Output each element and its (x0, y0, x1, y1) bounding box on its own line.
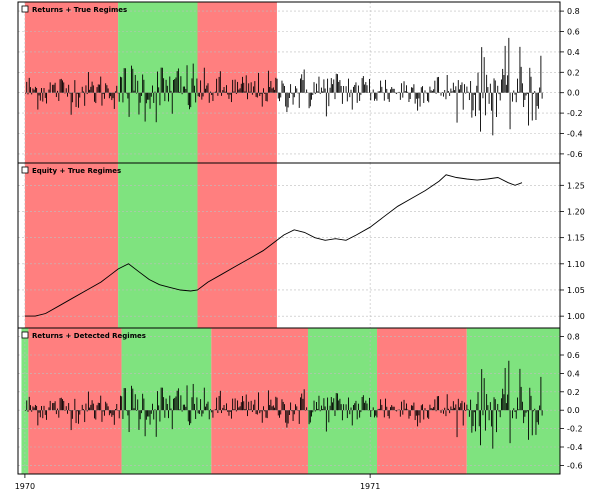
y-tick-label: 1.00 (567, 312, 585, 321)
chart-panels: 0.8 0.6 0.4 0.2 0.0 -0.2 -0.4 -0.6 Returns + Tru… (17, 1, 585, 475)
legend-label: Returns + Detected Regimes (32, 332, 146, 340)
regime-band (197, 163, 277, 328)
y-tick-label: 1.25 (567, 181, 585, 190)
regime-band (307, 328, 378, 474)
y-tick-label: -0.4 (567, 130, 583, 139)
y-tick-label: 0.0 (567, 89, 580, 98)
y-tick-label: 0.6 (567, 28, 580, 37)
y-tick-label: -0.2 (567, 109, 583, 118)
legend-marker (21, 166, 29, 174)
panel-1: 0.8 0.6 0.4 0.2 0.0 -0.2 -0.4 -0.6 Returns + Tru… (17, 1, 583, 164)
regime-band (24, 2, 119, 163)
regime-band (118, 163, 198, 328)
regime-band (211, 328, 308, 474)
legend-marker (21, 5, 29, 13)
y-tick-label: 0.4 (567, 48, 580, 57)
legend-label: Equity + True Regimes (32, 167, 121, 175)
x-tick-label: 1971 (360, 482, 380, 491)
equity-line (24, 174, 523, 317)
y-tick-label: 0.2 (567, 388, 580, 397)
y-tick-label: 0.2 (567, 68, 580, 77)
y-tick-label: 0.0 (567, 406, 580, 415)
y-tick-label: 0.8 (567, 7, 580, 16)
y-tick-label: -0.6 (567, 461, 583, 470)
regime-band (24, 163, 119, 328)
x-axis: 1970 1971 (15, 474, 380, 491)
y-tick-label: 0.6 (567, 351, 580, 360)
panel-2: 1.25 1.20 1.15 1.10 1.05 1.00 Equity + True Re… (17, 162, 585, 329)
y-tick-label: -0.2 (567, 425, 583, 434)
y-tick-label: 1.10 (567, 260, 585, 269)
panel-3: 0.8 0.6 0.4 0.2 0.0 -0.2 -0.4 -0.6 Returns + Det… (17, 327, 583, 475)
x-tick-label: 1970 (15, 482, 35, 491)
y-tick-label: 0.8 (567, 333, 580, 342)
legend-label: Returns + True Regimes (32, 6, 127, 14)
y-tick-label: -0.4 (567, 443, 583, 452)
y-tick-label: 1.20 (567, 207, 585, 216)
panel-frame (17, 327, 561, 475)
legend-marker (21, 331, 29, 339)
regime-band (377, 328, 467, 474)
regime-band (466, 328, 560, 474)
y-tick-label: -0.6 (567, 150, 583, 159)
y-tick-label: 0.4 (567, 369, 580, 378)
y-tick-label: 1.05 (567, 286, 585, 295)
y-tick-label: 1.15 (567, 234, 585, 243)
